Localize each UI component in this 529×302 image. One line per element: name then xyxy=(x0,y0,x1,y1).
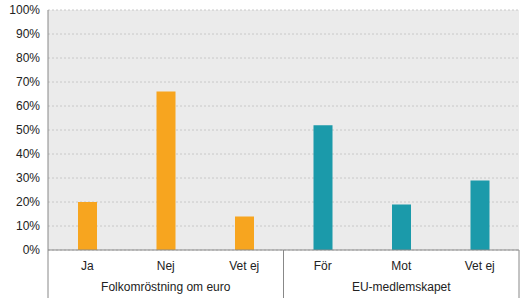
svg-text:Nej: Nej xyxy=(157,259,175,273)
svg-text:10%: 10% xyxy=(16,219,40,233)
svg-text:40%: 40% xyxy=(16,147,40,161)
svg-text:Vet ej: Vet ej xyxy=(465,259,495,273)
svg-text:20%: 20% xyxy=(16,195,40,209)
svg-text:70%: 70% xyxy=(16,75,40,89)
svg-text:80%: 80% xyxy=(16,51,40,65)
svg-text:För: För xyxy=(314,259,332,273)
svg-text:Vet ej: Vet ej xyxy=(229,259,259,273)
svg-text:30%: 30% xyxy=(16,171,40,185)
svg-text:50%: 50% xyxy=(16,123,40,137)
svg-text:90%: 90% xyxy=(16,27,40,41)
svg-text:Mot: Mot xyxy=(391,259,412,273)
svg-text:100%: 100% xyxy=(9,3,40,17)
svg-text:Ja: Ja xyxy=(81,259,94,273)
svg-text:Folkomröstning om euro: Folkomröstning om euro xyxy=(101,280,231,294)
svg-text:60%: 60% xyxy=(16,99,40,113)
svg-text:0%: 0% xyxy=(23,243,41,257)
svg-text:EU-medlemskapet: EU-medlemskapet xyxy=(352,280,451,294)
